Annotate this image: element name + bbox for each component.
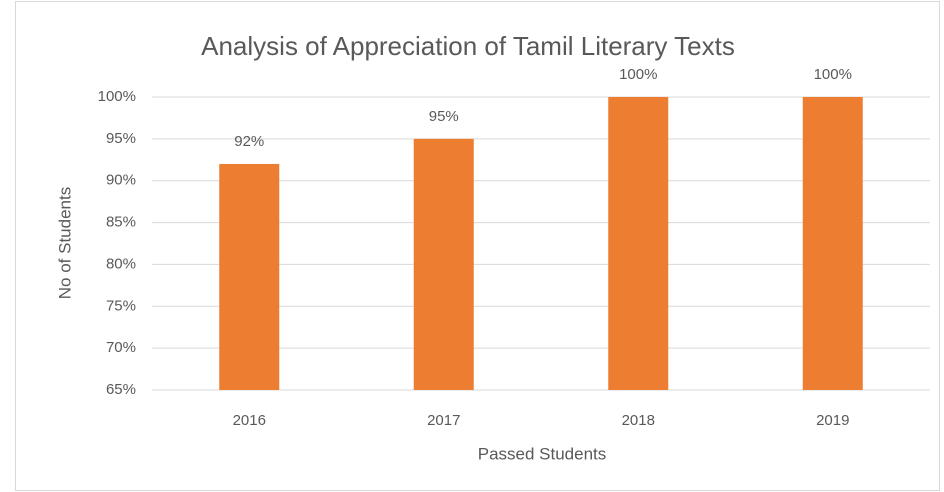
y-tick-label: 85%: [106, 214, 136, 231]
bar: [413, 138, 474, 390]
data-label: 92%: [234, 133, 264, 150]
bar: [802, 97, 863, 390]
y-tick-label: 80%: [106, 255, 136, 272]
chart-title: Analysis of Appreciation of Tamil Litera…: [201, 31, 735, 61]
data-label: 100%: [619, 66, 657, 83]
data-label: 100%: [814, 66, 852, 83]
x-tick-label: 2018: [622, 412, 655, 429]
x-tick-label: 2019: [816, 412, 849, 429]
x-tick-label: 2016: [233, 412, 266, 429]
chart-border: [15, 1, 940, 491]
data-label: 95%: [429, 108, 459, 125]
y-tick-label: 70%: [106, 339, 136, 356]
bar: [219, 163, 280, 390]
y-axis-label: No of Students: [55, 187, 74, 299]
y-tick-label: 95%: [106, 130, 136, 147]
y-tick-label: 90%: [106, 172, 136, 189]
bar: [608, 97, 669, 390]
y-tick-label: 100%: [98, 88, 136, 105]
x-axis-label: Passed Students: [478, 444, 607, 463]
y-tick-label: 65%: [106, 381, 136, 398]
y-tick-label: 75%: [106, 297, 136, 314]
x-tick-label: 2017: [427, 412, 460, 429]
